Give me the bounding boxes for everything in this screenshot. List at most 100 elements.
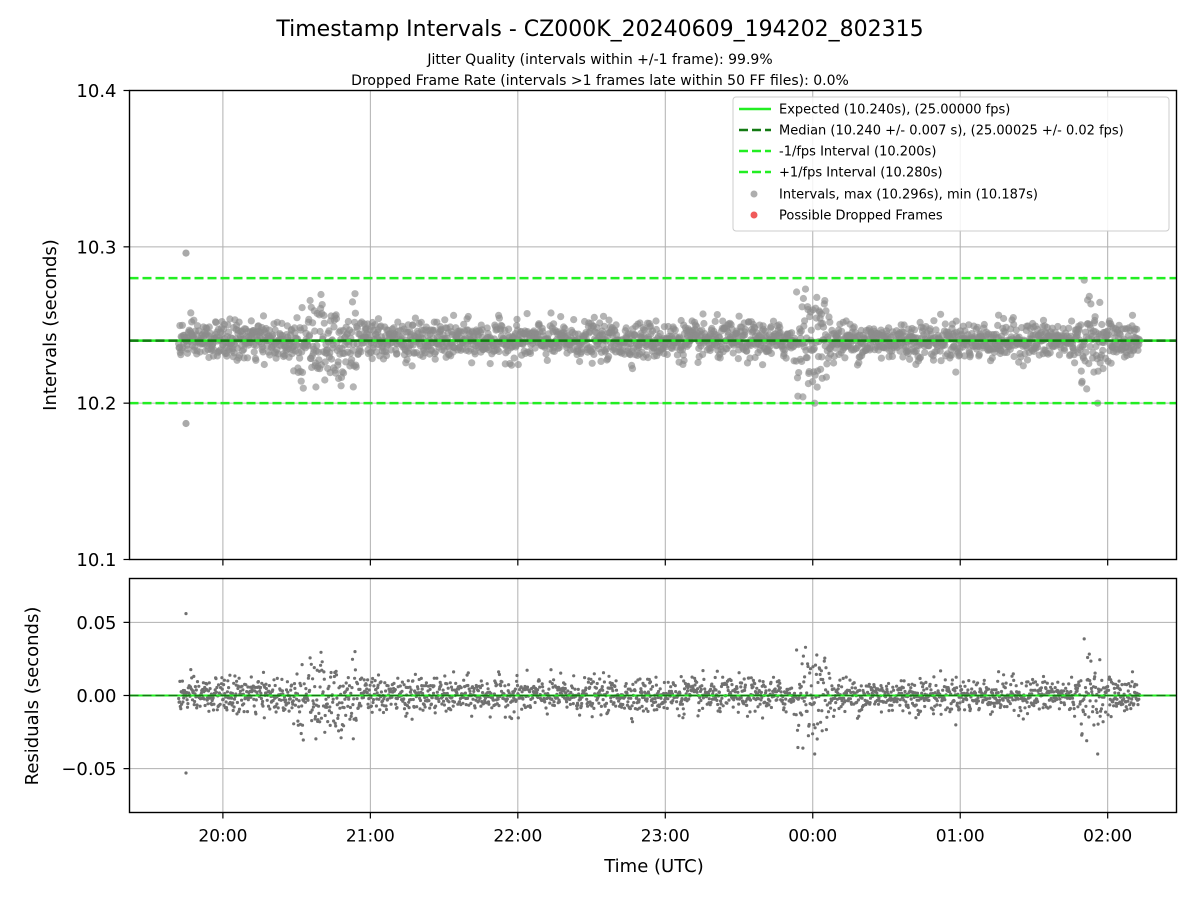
residual-point	[245, 710, 250, 714]
residual-point	[262, 716, 266, 720]
residual-point	[228, 673, 232, 677]
residual-point	[439, 683, 443, 687]
residual-point	[192, 674, 196, 679]
residual-point	[271, 688, 275, 692]
residual-point	[758, 702, 762, 706]
legend-label-plus-one-frame: +1/fps Interval (10.280s)	[779, 166, 943, 181]
residual-point	[471, 697, 475, 701]
residual-point	[702, 677, 706, 682]
legend-label-expected: Expected (10.240s), (25.00000 fps)	[779, 103, 1010, 118]
residual-point	[695, 680, 699, 684]
interval-point	[1134, 346, 1142, 354]
interval-point	[830, 359, 838, 367]
interval-point	[679, 351, 687, 359]
residual-point	[602, 680, 607, 684]
residual-point	[675, 700, 679, 704]
interval-point	[250, 348, 258, 356]
residual-point	[550, 682, 554, 686]
residual-point	[928, 682, 932, 686]
interval-point	[800, 322, 808, 330]
residual-point	[802, 680, 806, 684]
interval-point	[735, 312, 743, 320]
residual-point	[1116, 684, 1120, 688]
interval-point	[1068, 317, 1076, 325]
top-y-tick-label: 10.4	[76, 81, 116, 102]
interval-point	[590, 313, 598, 321]
residual-point	[914, 703, 918, 707]
residual-point	[902, 679, 906, 683]
residual-point	[1017, 714, 1021, 718]
residual-point	[284, 698, 288, 702]
interval-point	[850, 323, 858, 331]
interval-point	[819, 323, 828, 331]
residual-point	[848, 697, 853, 701]
interval-point	[817, 365, 825, 373]
residual-point	[586, 680, 591, 684]
residual-point	[816, 708, 821, 713]
residual-point	[538, 685, 542, 689]
residual-point	[1117, 691, 1121, 695]
interval-point	[348, 328, 356, 336]
residual-point	[715, 698, 719, 703]
residual-point	[1014, 684, 1018, 688]
residual-point	[633, 689, 637, 693]
residual-point	[1061, 682, 1065, 686]
residual-point	[904, 700, 908, 704]
interval-point	[1085, 292, 1093, 300]
residual-point	[717, 690, 722, 695]
residual-point	[806, 664, 810, 669]
interval-point	[782, 354, 790, 362]
residual-point	[804, 703, 808, 707]
residual-point	[195, 703, 199, 707]
residual-point	[413, 672, 417, 677]
residual-point	[595, 681, 599, 686]
residual-point	[333, 721, 337, 725]
residual-point	[591, 680, 596, 684]
residual-point	[629, 696, 633, 700]
residual-point	[323, 713, 327, 718]
residual-point	[334, 669, 338, 674]
residual-point	[1056, 680, 1060, 684]
interval-point	[719, 317, 727, 325]
residual-point	[775, 698, 779, 702]
residual-point	[335, 696, 339, 700]
interval-extreme-point	[182, 249, 190, 257]
residual-point	[325, 702, 329, 706]
residual-point	[1104, 710, 1108, 714]
residual-point	[373, 679, 377, 683]
residual-point	[810, 696, 814, 700]
interval-point	[1105, 331, 1113, 339]
residual-point	[1072, 707, 1076, 711]
residual-point	[824, 666, 828, 670]
interval-point	[975, 350, 983, 359]
residual-point	[1132, 702, 1136, 706]
residual-point	[640, 704, 644, 709]
residual-point	[806, 734, 811, 738]
residual-point	[369, 704, 373, 708]
residual-point	[354, 718, 358, 722]
interval-point	[278, 319, 286, 327]
interval-point	[348, 298, 357, 306]
interval-point	[1078, 377, 1086, 385]
residual-point	[268, 707, 272, 711]
residual-point	[600, 685, 604, 689]
residual-point	[235, 679, 239, 683]
residual-point	[384, 689, 388, 693]
residual-point	[884, 684, 889, 688]
interval-point	[822, 373, 831, 381]
residual-point	[860, 696, 864, 700]
residual-point	[1089, 659, 1093, 663]
residual-point	[630, 720, 635, 724]
residual-point	[291, 699, 295, 703]
residual-point	[1024, 684, 1028, 688]
residual-point	[737, 702, 741, 706]
residual-point	[566, 689, 570, 693]
residual-point	[275, 702, 279, 706]
residual-point	[395, 706, 399, 710]
residual-point	[1081, 710, 1085, 714]
interval-point	[921, 348, 929, 356]
interval-point	[1077, 367, 1085, 375]
residual-point	[177, 696, 181, 701]
residual-point	[806, 662, 810, 666]
residual-point	[488, 715, 492, 719]
